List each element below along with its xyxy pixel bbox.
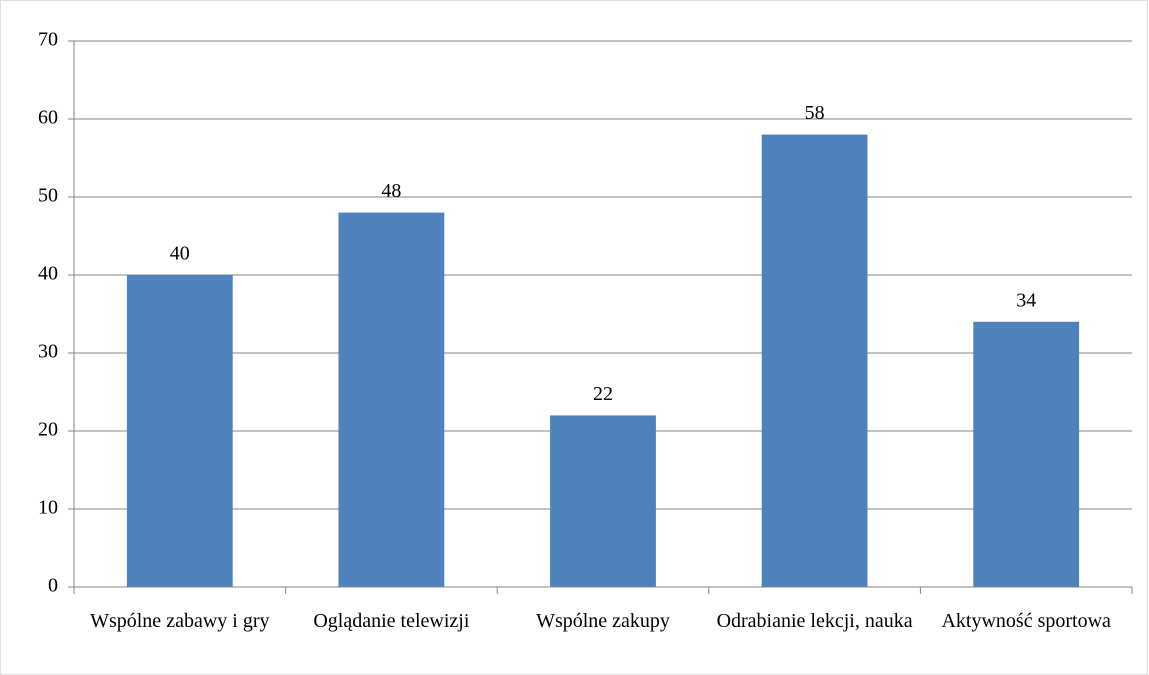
y-tick-label: 50: [38, 185, 58, 207]
data-label: 48: [381, 180, 401, 202]
y-tick-label: 20: [38, 419, 58, 441]
bar: [761, 134, 868, 587]
x-tick-label: Wspólne zakupy: [536, 610, 670, 632]
data-label: 40: [170, 243, 190, 265]
y-tick-label: 40: [38, 263, 58, 285]
data-label: 34: [1016, 289, 1036, 311]
x-tick-label: Wspólne zabawy i gry: [90, 610, 270, 632]
bar: [550, 415, 656, 587]
y-tick-label: 0: [48, 575, 58, 597]
data-label: 22: [593, 383, 613, 405]
y-tick-label: 70: [38, 29, 58, 51]
y-tick-label: 30: [38, 341, 58, 363]
data-label: 58: [805, 102, 825, 124]
y-tick-label: 10: [38, 497, 58, 519]
bar: [126, 275, 233, 587]
y-tick-label: 60: [38, 107, 58, 129]
x-tick-label: Aktywność sportowa: [941, 610, 1111, 632]
x-tick-label: Oglądanie telewizji: [313, 610, 470, 632]
x-tick-label: Odrabianie lekcji, nauka: [716, 610, 913, 632]
bar: [338, 212, 445, 587]
bar: [973, 321, 1080, 587]
